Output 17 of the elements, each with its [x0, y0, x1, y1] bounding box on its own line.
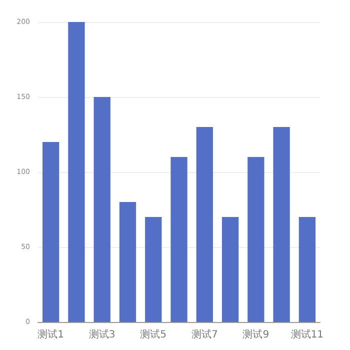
bar — [94, 97, 110, 322]
bar — [170, 157, 188, 322]
x-tick-label: 测试7 — [191, 328, 218, 340]
x-tick-label: 测试3 — [88, 328, 116, 340]
bar — [119, 202, 136, 322]
bar — [298, 217, 316, 322]
bar — [196, 127, 213, 322]
x-tick-label: 测试1 — [38, 328, 64, 340]
bar — [145, 217, 162, 322]
x-tick-label: 测试9 — [242, 328, 270, 340]
x-tick-label: 测试5 — [140, 328, 167, 340]
bar — [42, 142, 60, 322]
bar — [273, 127, 290, 322]
x-tick-label: 测试11 — [290, 328, 324, 340]
bar — [248, 157, 264, 322]
bar — [222, 217, 239, 322]
bar — [68, 22, 85, 322]
